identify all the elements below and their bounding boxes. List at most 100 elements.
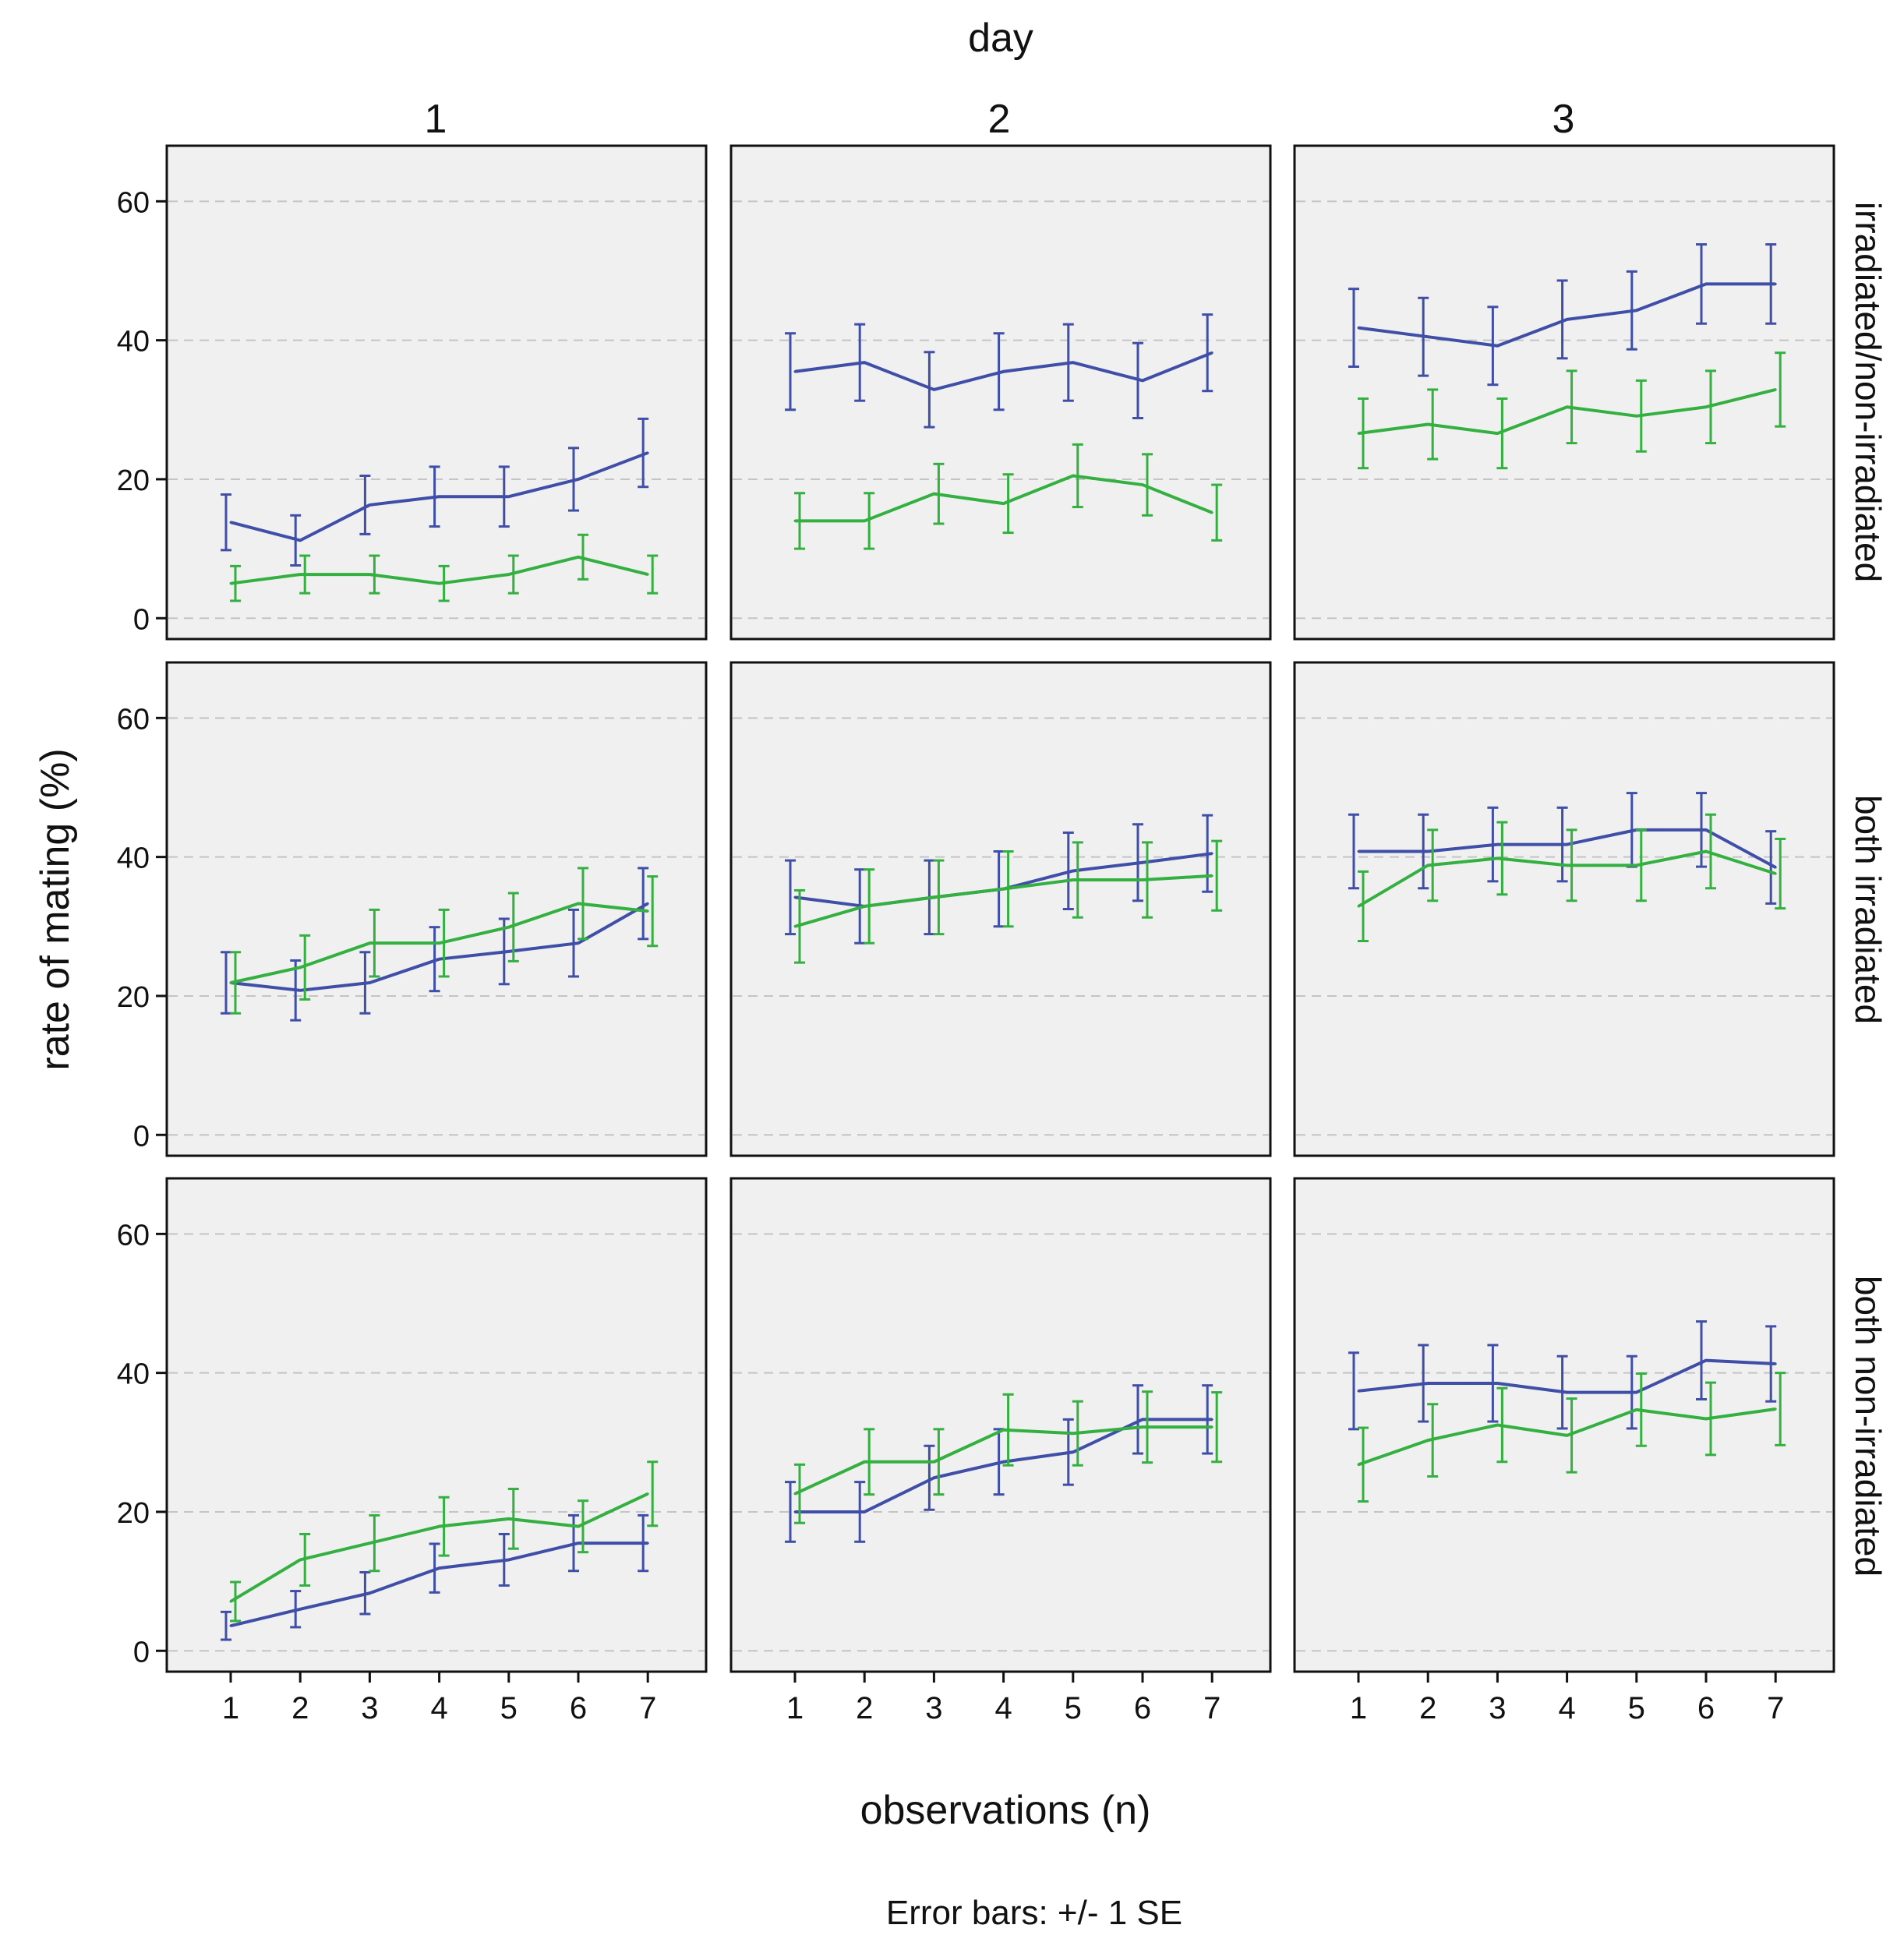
blue-data-point xyxy=(298,989,302,992)
green-data-point xyxy=(1496,1424,1499,1426)
blue-data-point xyxy=(438,1566,441,1570)
green-data-point xyxy=(438,941,441,945)
x-tick-label: 4 xyxy=(994,1691,1012,1725)
x-tick-label: 4 xyxy=(1558,1691,1575,1725)
y-tick-label: 40 xyxy=(117,842,150,875)
panel-r3-c3: 1 2 3 4 5 6 7 xyxy=(1293,1177,1835,1725)
green-data-point xyxy=(577,556,580,559)
y-tick-label: 40 xyxy=(117,1358,150,1391)
x-tick-label: 3 xyxy=(925,1691,942,1725)
y-tick-label: 40 xyxy=(117,326,150,358)
green-data-point xyxy=(1774,872,1777,875)
y-tick-label: 20 xyxy=(117,1497,150,1530)
y-tick-label: 60 xyxy=(117,703,150,736)
blue-data-point xyxy=(1357,850,1360,853)
blue-data-point xyxy=(1774,1362,1777,1365)
x-tick-label: 1 xyxy=(786,1691,804,1725)
green-data-point xyxy=(1566,863,1569,867)
green-data-point xyxy=(1774,388,1777,391)
green-data-point xyxy=(932,493,935,496)
blue-data-point xyxy=(1426,335,1429,338)
green-data-point xyxy=(1704,850,1708,853)
green-data-point xyxy=(229,582,232,585)
blue-data-point xyxy=(298,1608,302,1611)
column-strip-label-2: 2 xyxy=(988,97,1011,142)
green-data-point xyxy=(577,902,580,905)
blue-data-point xyxy=(1072,361,1075,364)
x-tick-label: 3 xyxy=(1489,1691,1506,1725)
blue-data-point xyxy=(1496,344,1499,348)
green-data-point xyxy=(368,1542,371,1545)
blue-data-point xyxy=(1704,1359,1708,1362)
green-data-point xyxy=(507,926,510,929)
blue-data-point xyxy=(1774,866,1777,869)
blue-data-point xyxy=(932,388,935,391)
x-axis-title: observations (n) xyxy=(860,1788,1151,1833)
green-data-point xyxy=(646,909,649,913)
blue-data-point xyxy=(1002,1460,1005,1464)
blue-data-point xyxy=(368,1591,371,1595)
x-tick-label: 7 xyxy=(1767,1691,1784,1725)
green-data-point xyxy=(932,1460,935,1464)
green-data-point xyxy=(1774,1407,1777,1411)
y-tick-label: 60 xyxy=(117,186,150,219)
blue-data-point xyxy=(646,902,649,905)
blue-data-point xyxy=(646,1542,649,1545)
green-data-point xyxy=(438,582,441,585)
blue-data-point xyxy=(863,1510,866,1513)
blue-data-point xyxy=(577,941,580,945)
blue-data-point xyxy=(1566,1391,1569,1394)
x-tick-label: 4 xyxy=(430,1691,447,1725)
blue-data-point xyxy=(863,361,866,364)
blue-data-point xyxy=(1357,1390,1360,1393)
row-strip-label-both-irradiated: both irradiated xyxy=(1848,795,1888,1024)
blue-data-point xyxy=(577,478,580,481)
panel-background xyxy=(1293,144,1835,641)
green-data-point xyxy=(577,1525,580,1528)
column-variable-label: day xyxy=(968,16,1033,61)
blue-data-point xyxy=(1635,1391,1638,1394)
x-tick-label: 6 xyxy=(570,1691,587,1725)
green-data-point xyxy=(1635,1408,1638,1411)
panel-background xyxy=(729,144,1272,641)
green-data-point xyxy=(1141,1425,1144,1429)
green-data-point xyxy=(1357,432,1360,435)
panel-background xyxy=(729,1177,1272,1673)
x-tick-label: 7 xyxy=(639,1691,656,1725)
y-tick-label: 0 xyxy=(133,1636,150,1669)
panel-r2-c1: 0 20 40 60 xyxy=(117,661,708,1157)
row-strip-label-both-non-irradiated: both non-irradiated xyxy=(1848,1276,1888,1577)
blue-data-point xyxy=(1496,843,1499,846)
green-data-point xyxy=(1072,1432,1075,1435)
blue-data-point xyxy=(793,895,797,899)
panel-r2-c2 xyxy=(729,661,1272,1157)
green-data-point xyxy=(1002,888,1005,891)
green-data-point xyxy=(1426,863,1429,867)
x-tick-label: 5 xyxy=(1628,1691,1645,1725)
green-data-point xyxy=(1357,905,1360,908)
panel-background xyxy=(729,661,1272,1157)
x-tick-label: 2 xyxy=(291,1691,309,1725)
x-tick-label: 6 xyxy=(1697,1691,1715,1725)
green-data-point xyxy=(1426,423,1429,426)
x-tick-label: 7 xyxy=(1203,1691,1220,1725)
blue-data-point xyxy=(932,1476,935,1479)
panel-r2-c3 xyxy=(1293,661,1835,1157)
green-data-point xyxy=(1141,878,1144,881)
column-strip-label-1: 1 xyxy=(425,97,447,142)
blue-data-point xyxy=(793,1510,797,1513)
error-bar-footnote: Error bars: +/- 1 SE xyxy=(886,1894,1182,1932)
green-data-point xyxy=(229,981,232,984)
blue-data-point xyxy=(1210,852,1213,855)
blue-data-point xyxy=(1210,1418,1213,1421)
blue-data-point xyxy=(1002,370,1005,373)
blue-data-point xyxy=(507,1558,510,1561)
green-data-point xyxy=(646,1492,649,1496)
green-data-point xyxy=(863,519,866,522)
green-data-point xyxy=(1704,405,1708,408)
green-data-point xyxy=(1072,474,1075,477)
green-data-point xyxy=(438,1525,441,1528)
blue-data-point xyxy=(1357,327,1360,330)
green-data-point xyxy=(932,895,935,899)
